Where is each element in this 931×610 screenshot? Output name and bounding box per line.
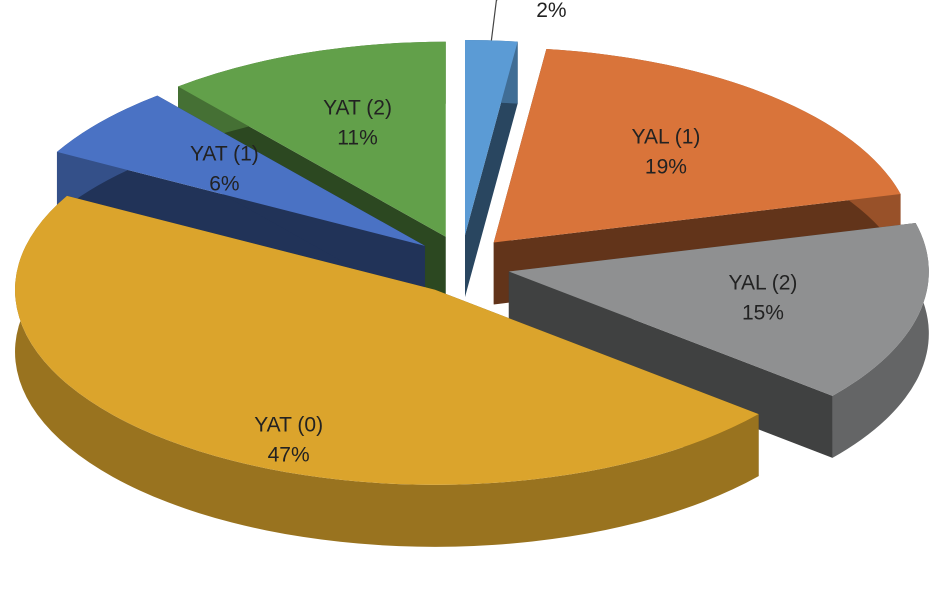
slice (15, 195, 759, 485)
slice-label: YAL (1) (632, 125, 701, 148)
slice-label: YAT (1) (190, 142, 259, 165)
slice (508, 223, 929, 396)
leader-line (490, 0, 498, 41)
slice (508, 223, 929, 458)
slice-label: YAL (2) (729, 271, 798, 294)
slice (178, 41, 446, 237)
slice (465, 40, 518, 236)
slice-value-label: 11% (337, 127, 377, 150)
slice-value-label: 19% (645, 155, 687, 178)
slice-label: YAT (0) (254, 413, 323, 436)
slice-side (465, 41, 518, 298)
slice-value-label: 6% (209, 172, 239, 195)
slice-side (832, 223, 929, 458)
slice (493, 49, 901, 243)
slice-value-label: 47% (268, 443, 310, 466)
slice (15, 195, 759, 547)
slice-value-label: 2% (536, 0, 566, 22)
slice-side (15, 195, 759, 547)
slice-value-label: 15% (742, 301, 784, 324)
slice (465, 40, 518, 298)
slice-side (508, 271, 833, 458)
slice-label: YAT (2) (323, 97, 392, 120)
slice (56, 95, 426, 246)
